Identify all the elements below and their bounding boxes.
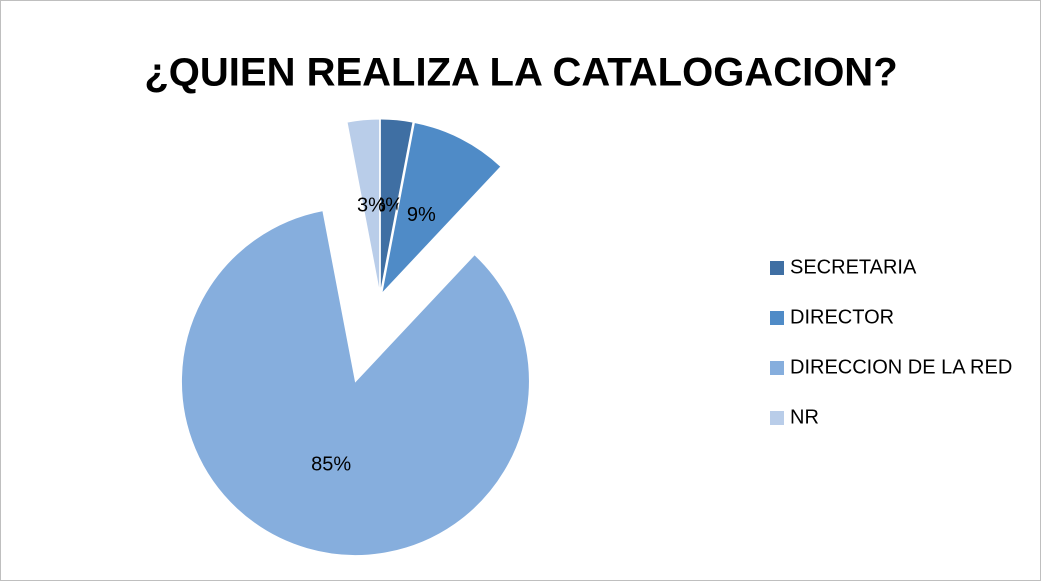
pie-slice [180, 210, 530, 557]
data-label: 3% [357, 195, 386, 217]
legend-label: NR [790, 406, 819, 428]
pie-slice [346, 118, 381, 294]
legend-swatch [770, 311, 784, 325]
legend-label: SECRETARIA [790, 256, 917, 278]
legend-label: DIRECTOR [790, 306, 894, 328]
legend-swatch [770, 261, 784, 275]
pie-slice [381, 121, 502, 296]
data-label: 3% [374, 195, 403, 217]
legend-swatch [770, 361, 784, 375]
chart-title: ¿QUIEN REALIZA LA CATALOGACION? [144, 51, 897, 95]
legend-label: DIRECCION DE LA RED [790, 356, 1012, 378]
legend-swatch [770, 411, 784, 425]
data-label: 9% [407, 204, 436, 226]
pie-slice [379, 118, 414, 294]
data-label: 85% [311, 453, 351, 475]
